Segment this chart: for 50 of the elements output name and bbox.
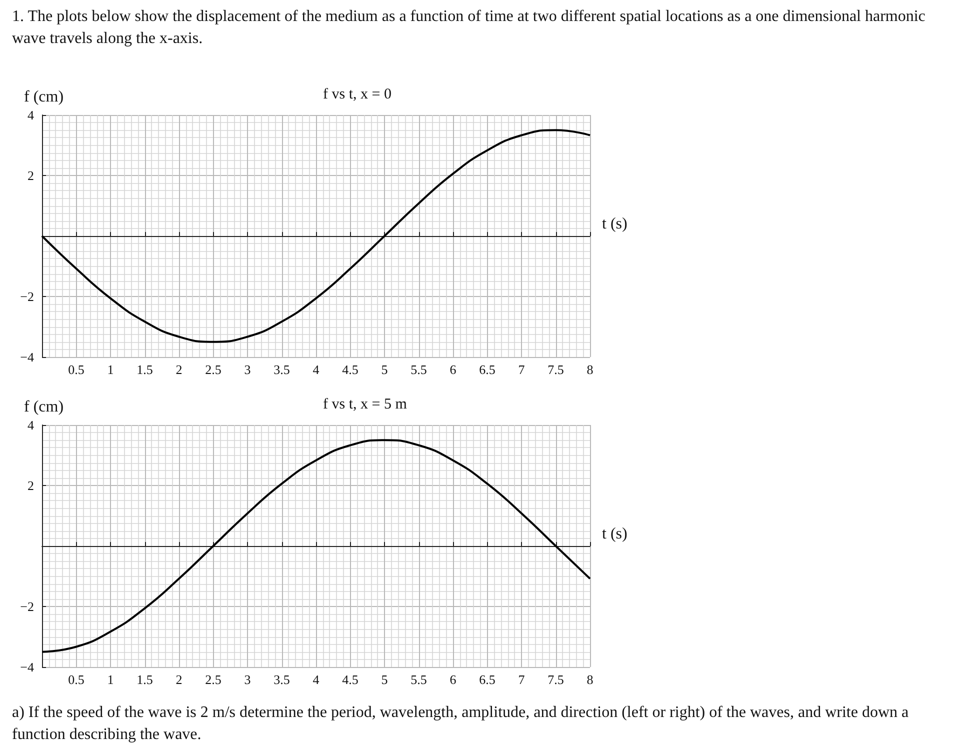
y-tick-label: −4 [20,660,34,674]
x-tick-label: 6.5 [479,672,496,687]
x-tick-label: 2 [176,672,182,687]
y-tick-label: −4 [20,350,34,364]
x-tick-label: 0.5 [68,362,84,377]
x-tick-label: 7 [518,672,526,687]
line-series [41,439,591,653]
x-tick-label: 5 [381,362,388,377]
text: 1. The plots below show the displacement of the medium as a function of time at two different spatial locations as a one dimensional harmonic wave travels along the x-axis. [12,7,926,49]
chart-title: f vs t, x = 5 m [323,396,408,412]
x-tick-label: 5.5 [410,672,427,687]
line-series [41,129,591,343]
y-tick-label: 4 [28,108,34,122]
x-tick-label: 6 [450,672,457,687]
y-tick-label: 2 [28,168,34,183]
x-tick-label: 1 [107,672,114,687]
y-tick-label: −2 [20,599,34,614]
x-tick-label: 3.5 [274,672,290,687]
x-tick-label: 4 [312,672,320,687]
chart-title: f vs t, x = 0 [323,86,392,102]
x-tick-label: 3 [244,362,251,377]
x-tick-label: 5.5 [410,362,427,377]
x-tick-label: 4.5 [342,672,358,687]
x-tick-label: 3.5 [274,362,290,377]
y-axis-title: f (cm) [24,398,64,416]
x-tick-label: 5 [381,672,388,687]
x-axis-title: t (s) [602,526,628,542]
x-tick-label: 2.5 [205,672,222,687]
x-tick-label: 7.5 [548,362,564,377]
x-tick-label: 0.5 [68,672,84,687]
x-tick-label: 4 [312,362,320,377]
x-tick-label: 8 [586,362,594,377]
y-tick-label: −2 [20,289,34,304]
y-axis-title: f (cm) [24,88,64,106]
x-axis-title: t (s) [602,216,628,232]
x-tick-label: 6 [450,362,457,377]
x-tick-label: 1.5 [136,672,153,687]
y-tick-label: 4 [28,418,34,432]
x-tick-label: 2.5 [205,362,222,377]
x-tick-label: 2 [176,362,182,377]
text: a) If the speed of the wave is 2 m/s determine the period, wavelength, amplitude, and direction (left or right) of the waves, and write down a function describing the wave. [12,703,910,745]
x-tick-label: 7.5 [548,672,564,687]
x-tick-label: 4.5 [342,362,358,377]
x-tick-label: 7 [518,362,526,377]
x-tick-label: 1 [107,362,114,377]
x-tick-label: 6.5 [479,362,496,377]
x-tick-label: 3 [244,672,251,687]
y-tick-label: 2 [28,478,34,493]
x-tick-label: 8 [586,672,594,687]
x-tick-label: 1.5 [136,362,153,377]
